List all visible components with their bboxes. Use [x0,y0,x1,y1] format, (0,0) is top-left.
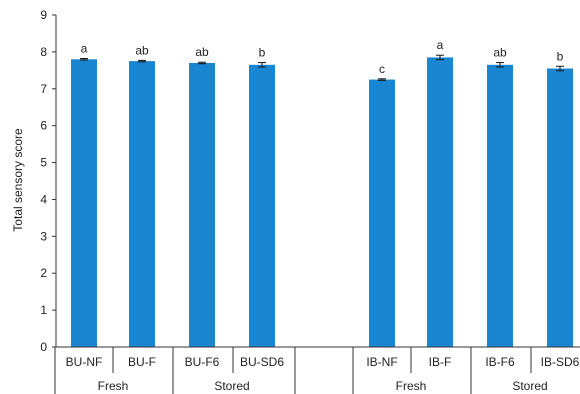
bar-ib-f [427,57,453,348]
y-tick-label: 5 [40,156,47,170]
category-label: BU-F [128,355,156,369]
bars-layer [71,57,573,348]
y-tick-label: 1 [40,303,47,317]
error-bar [198,61,206,65]
significance-label: ab [135,43,149,57]
error-bar [138,59,146,63]
bar-bu-f [129,61,155,347]
y-tick-label: 8 [40,45,47,59]
significance-label: a [437,38,444,52]
significance-labels-layer: a ab ab b c a ab b [81,38,564,76]
group-label-stored: Stored [214,379,249,393]
y-tick-label: 6 [40,119,47,133]
bar-ib-f6 [487,64,513,348]
category-label: BU-F6 [185,355,220,369]
group-label-fresh: Fresh [98,379,129,393]
y-axis-label: Total sensory score [11,128,25,232]
bar-bu-sd6 [249,64,275,348]
axes-layer: 0 1 2 3 4 5 6 7 8 9 [40,8,57,354]
category-label: IB-SD6 [541,355,580,369]
error-bars-layer [80,54,564,81]
category-label: BU-NF [66,355,103,369]
error-bar [378,78,386,81]
category-label: IB-F [429,355,452,369]
error-bar [496,62,504,68]
x-axis-layer: BU-NF BU-F BU-F6 BU-SD6 IB-NF IB-F IB-F6 IB-SD6… [54,346,580,394]
significance-label: ab [195,45,209,59]
y-tick-label: 2 [40,266,47,280]
y-tick-label: 7 [40,82,47,96]
bar-ib-sd6 [547,68,573,347]
significance-label: b [557,49,564,63]
error-bar [556,65,564,72]
bar-bu-nf [71,59,97,348]
bar-bu-f6 [189,62,215,347]
group-label-stored: Stored [512,379,547,393]
significance-label: c [379,62,385,76]
y-tick-label: 4 [40,192,47,206]
error-bar [436,54,444,61]
category-label: IB-F6 [485,355,515,369]
significance-label: b [259,46,266,60]
y-tick-label: 3 [40,229,47,243]
y-tick-label: 0 [40,340,47,354]
error-bar [80,58,88,61]
group-label-fresh: Fresh [396,379,427,393]
bar-ib-nf [369,79,395,348]
y-tick-label: 9 [40,8,47,22]
category-label: BU-SD6 [240,355,284,369]
error-bar [258,62,266,68]
category-label: IB-NF [366,355,397,369]
significance-label: ab [493,46,507,60]
significance-label: a [81,42,88,56]
